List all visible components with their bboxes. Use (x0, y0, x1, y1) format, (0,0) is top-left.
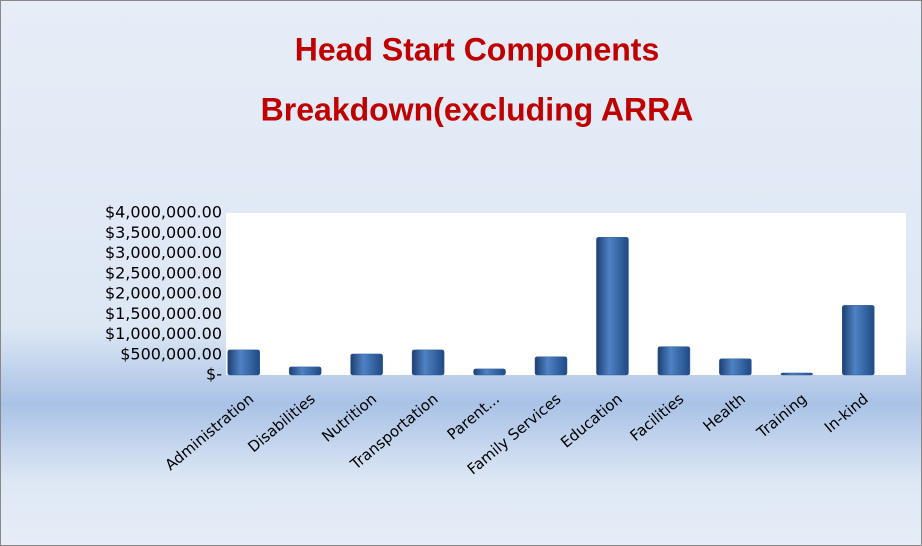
bar (596, 237, 629, 376)
bar (350, 353, 383, 376)
chart-title: Head Start Components (295, 31, 659, 67)
bar (842, 305, 875, 376)
bar (719, 358, 752, 376)
plot-area (226, 213, 906, 375)
bar (227, 349, 260, 376)
y-tick-label: $2,500,000.00 (105, 263, 222, 282)
bar (411, 349, 445, 376)
bar (473, 368, 506, 376)
y-tick-label: $500,000.00 (120, 344, 222, 363)
y-tick-label: $4,000,000.00 (105, 203, 222, 222)
y-tick-label: $1,500,000.00 (105, 304, 222, 323)
bar (288, 366, 322, 376)
bar (657, 346, 691, 376)
bar (534, 356, 568, 376)
y-tick-label: $2,000,000.00 (105, 284, 222, 303)
y-tick-label: $- (206, 365, 222, 384)
bar (780, 372, 814, 376)
y-tick-label: $3,500,000.00 (105, 223, 222, 242)
chart-title: Breakdown(excluding ARRA (261, 91, 694, 127)
y-tick-label: $1,000,000.00 (105, 324, 222, 343)
y-tick-label: $3,000,000.00 (105, 243, 222, 262)
